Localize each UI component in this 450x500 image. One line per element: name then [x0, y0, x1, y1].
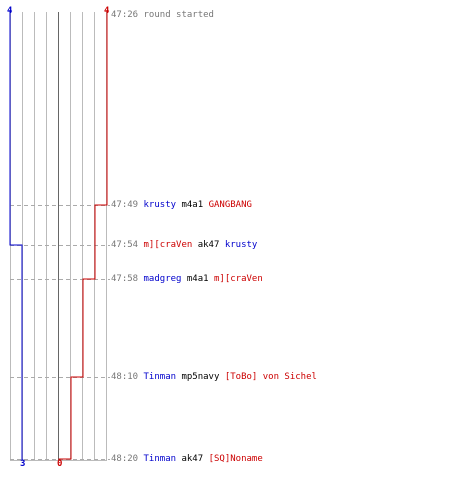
victim-name: [ToBo] von Sichel: [224, 372, 317, 382]
event-row: 48:20 Tinman ak47 [SQ]Noname: [111, 454, 263, 465]
event-row: 47:54 m][craVen ak47 krusty: [111, 240, 257, 251]
killer-name: m][craVen: [143, 240, 193, 250]
victim-name: [SQ]Noname: [208, 454, 263, 464]
grid-lines: [10, 12, 107, 461]
event-row: 47:49 krusty m4a1 GANGBANG: [111, 200, 252, 211]
event-time: 47:58: [111, 274, 139, 284]
killer-name: Tinman: [143, 372, 177, 382]
event-time: 47:54: [111, 240, 139, 250]
weapon-name: mp5navy: [181, 372, 220, 382]
event-time: 47:49: [111, 200, 139, 210]
weapon-name: m4a1: [186, 274, 209, 284]
event-row: 47:58 madgreg m4a1 m][craVen: [111, 274, 263, 285]
killer-name: krusty: [143, 200, 177, 210]
killer-name: Tinman: [143, 454, 177, 464]
red-end-count: 0: [57, 459, 63, 469]
victim-name: krusty: [224, 240, 258, 250]
event-text: round started: [143, 10, 214, 20]
killer-name: madgreg: [143, 274, 182, 284]
blue-start-count: 4: [7, 6, 13, 16]
event-row: 47:26 round started: [111, 10, 214, 21]
blue-team-alive-line: [9, 10, 23, 460]
victim-name: m][craVen: [213, 274, 263, 284]
event-time: 48:10: [111, 372, 139, 382]
event-time: 48:20: [111, 454, 139, 464]
weapon-name: ak47: [197, 240, 220, 250]
weapon-name: m4a1: [181, 200, 204, 210]
event-row: 48:10 Tinman mp5navy [ToBo] von Sichel: [111, 372, 317, 383]
blue-end-count: 3: [20, 459, 26, 469]
red-start-count: 4: [104, 6, 110, 16]
event-time: 47:26: [111, 10, 139, 20]
weapon-name: ak47: [181, 454, 204, 464]
red-team-alive-line: [58, 10, 108, 460]
victim-name: GANGBANG: [208, 200, 252, 210]
